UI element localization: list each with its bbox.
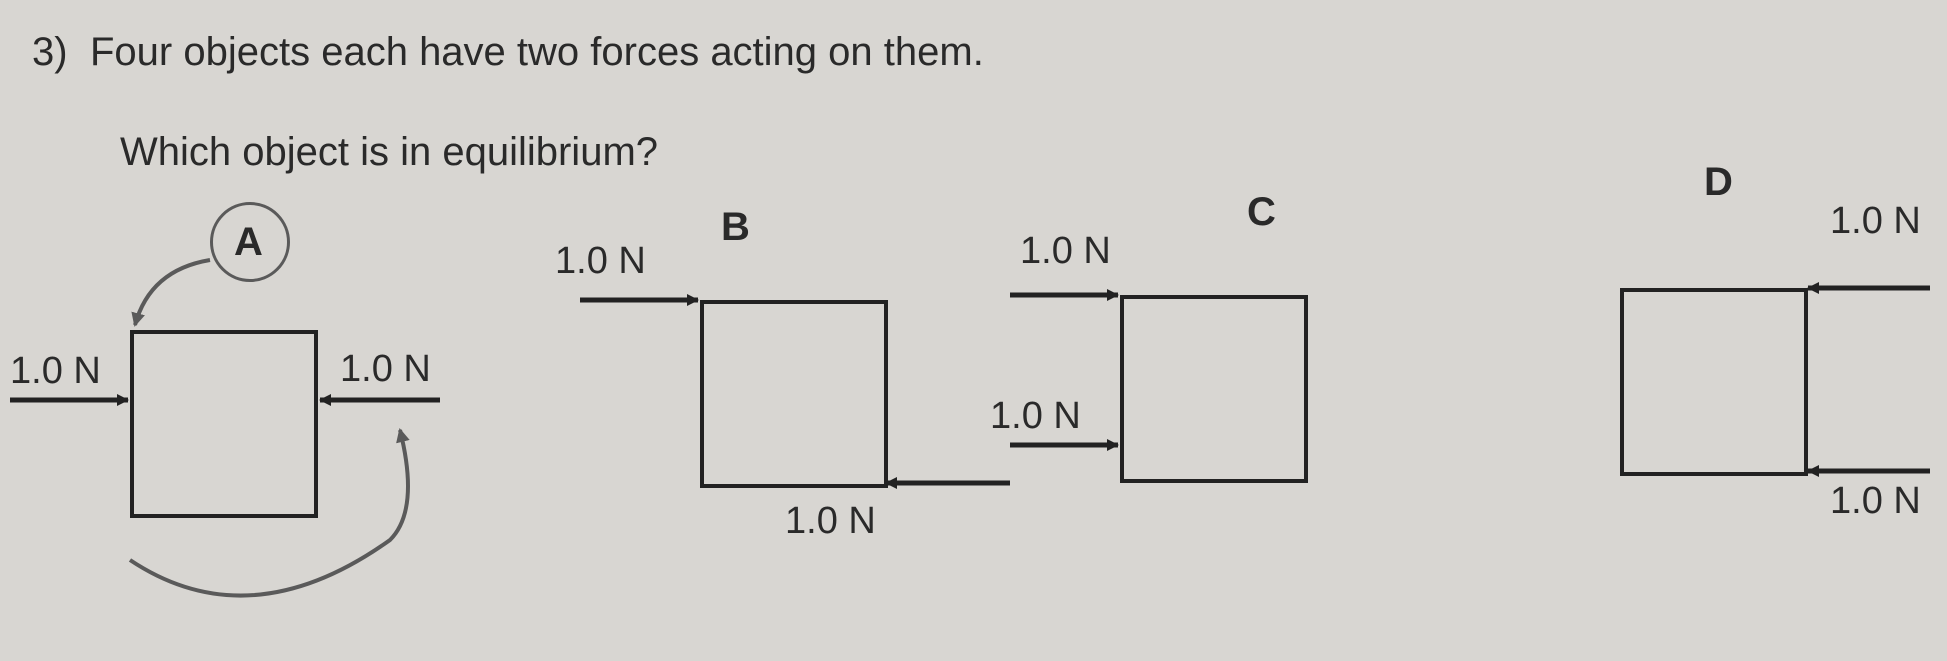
object-box-c [1120, 295, 1308, 483]
pencil-circle-icon [210, 202, 290, 282]
object-box-d [1620, 288, 1808, 476]
force-label-c-top: 1.0 N [1020, 230, 1111, 273]
pencil-arrow-top-icon [135, 260, 210, 325]
force-label-a-right: 1.0 N [340, 348, 431, 391]
force-label-b-top: 1.0 N [555, 240, 646, 283]
question-subtext: Which object is in equilibrium? [120, 130, 658, 175]
force-label-d-top: 1.0 N [1830, 200, 1921, 243]
force-label-c-bottom: 1.0 N [990, 395, 1081, 438]
force-label-a-left: 1.0 N [10, 350, 101, 393]
question-number: 3) [32, 30, 68, 75]
option-label-b: B [721, 205, 750, 250]
option-label-c: C [1247, 190, 1276, 235]
object-box-a [130, 330, 318, 518]
question-stem: Four objects each have two forces acting… [90, 30, 984, 75]
option-label-d: D [1704, 160, 1733, 205]
object-box-b [700, 300, 888, 488]
force-label-b-bottom: 1.0 N [785, 500, 876, 543]
force-label-d-bottom: 1.0 N [1830, 480, 1921, 523]
